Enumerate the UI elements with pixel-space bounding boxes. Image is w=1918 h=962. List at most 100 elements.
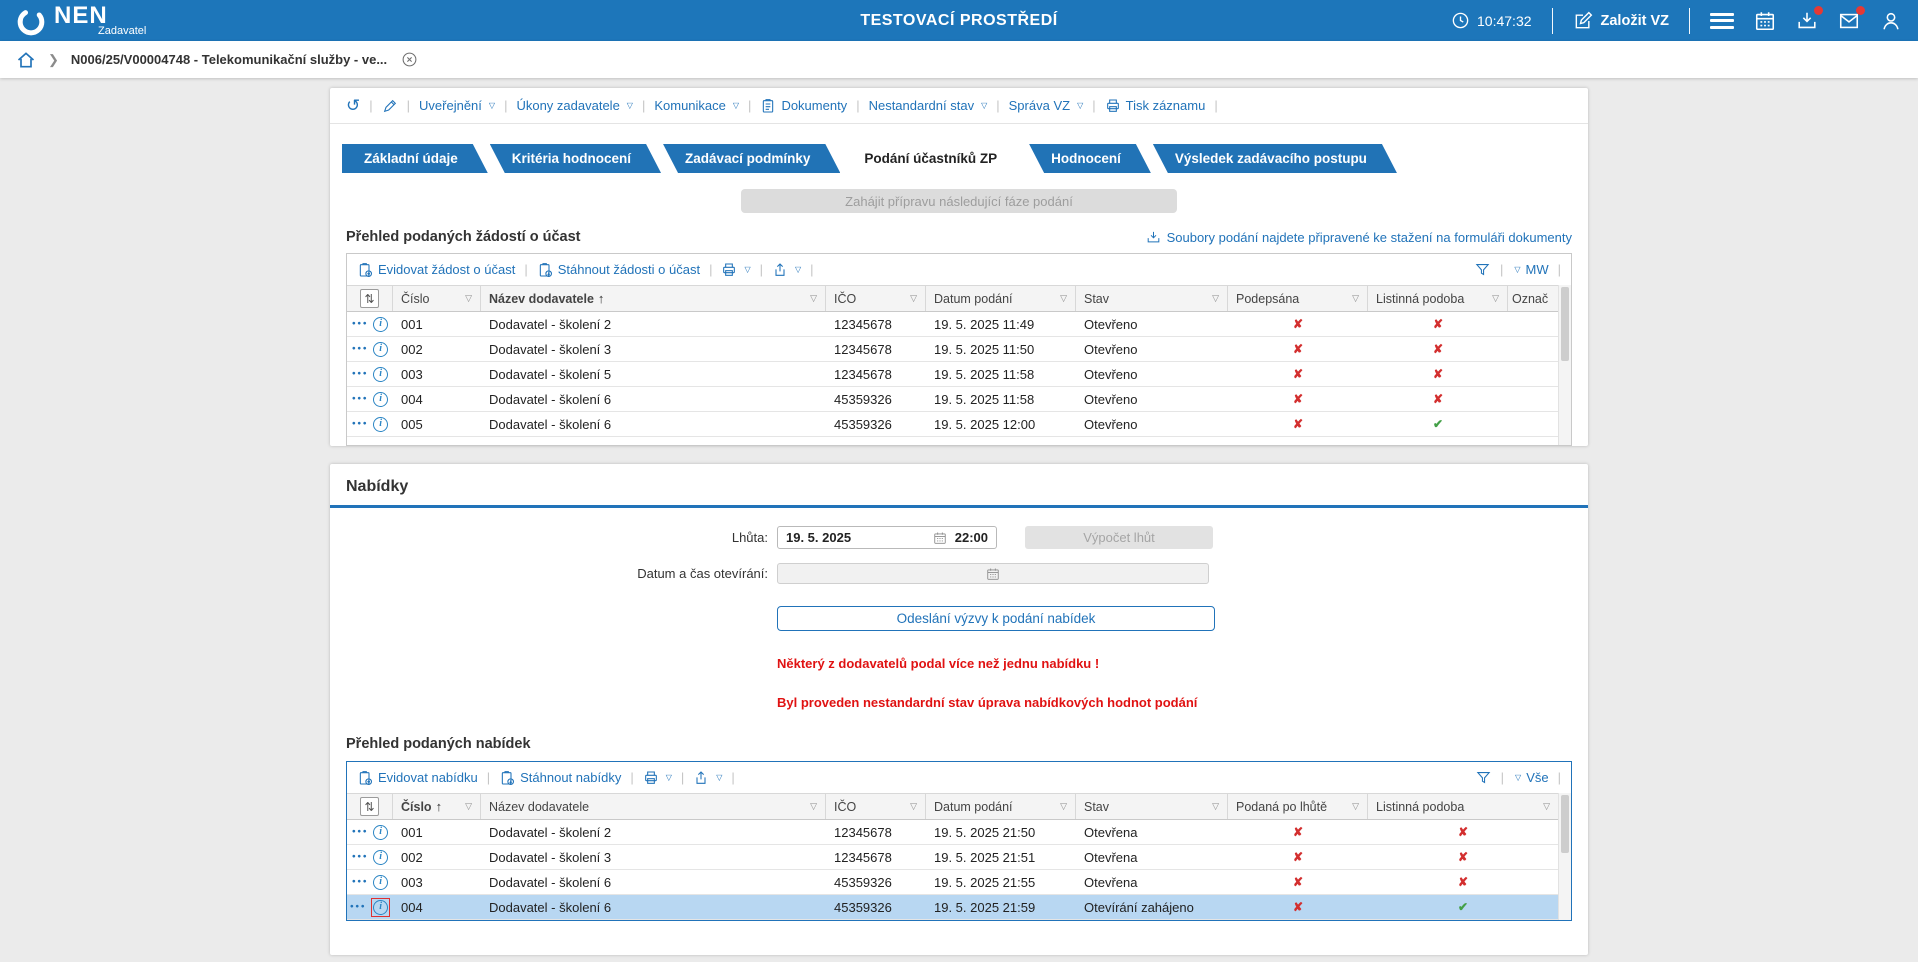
- vertical-scrollbar[interactable]: [1558, 285, 1571, 445]
- row-menu-icon[interactable]: ●●●: [351, 319, 369, 327]
- table-row[interactable]: ●●● i 002 Dodavatel - školení 3 12345678 19. …: [347, 845, 1558, 870]
- filter-triangle-icon[interactable]: ▽: [1492, 293, 1499, 303]
- info-icon[interactable]: i: [373, 391, 389, 407]
- header-cislo[interactable]: Číslo ↑ ▽: [393, 794, 481, 819]
- table-row[interactable]: ●●● i 002 Dodavatel - školení 3 12345678 19. …: [347, 337, 1558, 362]
- calendar-icon[interactable]: [986, 567, 1000, 581]
- header-ico[interactable]: IČO ▽: [826, 286, 926, 311]
- export-table-button[interactable]: ▽: [693, 770, 722, 786]
- table-row[interactable]: ●●● i 003 Dodavatel - školení 6 45359326 19. …: [347, 870, 1558, 895]
- header-stav[interactable]: Stav ▽: [1076, 286, 1228, 311]
- stahnout-zadosti-button[interactable]: Stáhnout žádosti o účast: [537, 262, 700, 278]
- filter-funnel-icon[interactable]: [1474, 261, 1491, 278]
- filter-scope-select[interactable]: ▽ MW: [1514, 262, 1549, 277]
- scrollbar-thumb[interactable]: [1561, 287, 1569, 361]
- row-menu-icon[interactable]: ●●●: [351, 394, 369, 402]
- header-nazev[interactable]: Název dodavatele ▽: [481, 794, 826, 819]
- row-menu-icon[interactable]: ●●●: [351, 419, 369, 427]
- tab-zadavaci-podminky[interactable]: Zadávací podmínky: [663, 144, 840, 173]
- info-icon[interactable]: i: [373, 824, 389, 840]
- header-datum[interactable]: Datum podání ▽: [926, 794, 1076, 819]
- filter-funnel-icon[interactable]: [1475, 769, 1492, 786]
- compute-deadlines-button[interactable]: Výpočet lhůt: [1025, 526, 1213, 549]
- evidovat-nabidku-button[interactable]: Evidovat nabídku: [357, 770, 478, 786]
- opening-datetime-input[interactable]: [777, 563, 1209, 584]
- app-logo[interactable]: NEN Zadavatel: [16, 4, 146, 37]
- tab-hodnoceni[interactable]: Hodnocení: [1029, 144, 1151, 173]
- tab-vysledek-zadavaciho-postupu[interactable]: Výsledek zadávacího postupu: [1153, 144, 1397, 173]
- user-icon[interactable]: [1880, 10, 1902, 32]
- filter-triangle-icon[interactable]: ▽: [1352, 293, 1359, 303]
- info-icon[interactable]: i: [373, 416, 389, 432]
- table-row[interactable]: ●●● i 004 Dodavatel - školení 6 45359326 19. …: [347, 387, 1558, 412]
- print-table-button[interactable]: ▽: [721, 262, 751, 278]
- tab-zakladni-udaje[interactable]: Základní údaje: [342, 144, 488, 173]
- messages-button[interactable]: [1838, 5, 1865, 32]
- header-oznaceni[interactable]: Označ: [1512, 291, 1549, 306]
- table-row[interactable]: ●●● i 001 Dodavatel - školení 2 12345678 19. …: [347, 312, 1558, 337]
- header-podana-po-lhute[interactable]: Podaná po lhůtě ▽: [1228, 794, 1368, 819]
- filter-triangle-icon[interactable]: ▽: [1543, 801, 1550, 811]
- info-icon[interactable]: i: [373, 874, 389, 890]
- info-icon[interactable]: i: [373, 316, 389, 332]
- filter-triangle-icon[interactable]: ▽: [810, 801, 817, 811]
- menu-dokumenty[interactable]: Dokumenty: [760, 98, 847, 114]
- filter-triangle-icon[interactable]: ▽: [910, 293, 917, 303]
- filter-scope-select[interactable]: ▽ Vše: [1515, 770, 1549, 785]
- filter-triangle-icon[interactable]: ▽: [1060, 293, 1067, 303]
- filter-triangle-icon[interactable]: ▽: [465, 293, 472, 303]
- row-menu-icon[interactable]: ●●●: [349, 902, 367, 910]
- export-table-button[interactable]: ▽: [772, 262, 801, 278]
- menu-nestandardni-stav[interactable]: Nestandardní stav ▽: [868, 98, 988, 113]
- menu-sprava-vz[interactable]: Správa VZ ▽: [1008, 98, 1084, 113]
- table-row[interactable]: ●●● i 005 Dodavatel - školení 6 45359326 19. …: [347, 412, 1558, 437]
- filter-triangle-icon[interactable]: ▽: [810, 293, 817, 303]
- menu-button[interactable]: [1710, 12, 1734, 29]
- filter-triangle-icon[interactable]: ▽: [1212, 801, 1219, 811]
- tab-kriteria-hodnoceni[interactable]: Kritéria hodnocení: [490, 144, 661, 173]
- submission-files-link[interactable]: Soubory podání najdete připravené ke sta…: [1146, 230, 1572, 245]
- column-chooser-icon[interactable]: ⇅: [360, 797, 379, 816]
- scrollbar-thumb[interactable]: [1561, 795, 1569, 854]
- header-ico[interactable]: IČO ▽: [826, 794, 926, 819]
- stahnout-nabidky-button[interactable]: Stáhnout nabídky: [499, 770, 621, 786]
- start-next-phase-button[interactable]: Zahájit přípravu následující fáze podání: [741, 189, 1177, 213]
- breadcrumb-item[interactable]: N006/25/V00004748 - Telekomunikační služ…: [70, 52, 388, 67]
- header-stav[interactable]: Stav ▽: [1076, 794, 1228, 819]
- info-icon[interactable]: i: [373, 849, 389, 865]
- row-menu-icon[interactable]: ●●●: [351, 877, 369, 885]
- calendar-icon[interactable]: [1754, 10, 1776, 32]
- filter-triangle-icon[interactable]: ▽: [1212, 293, 1219, 303]
- calendar-icon[interactable]: [933, 531, 947, 545]
- deadline-time-value[interactable]: 22:00: [954, 530, 988, 545]
- evidovat-zadost-button[interactable]: Evidovat žádost o účast: [357, 262, 515, 278]
- refresh-button[interactable]: ↺: [346, 96, 361, 115]
- home-icon[interactable]: [16, 50, 36, 70]
- filter-triangle-icon[interactable]: ▽: [1352, 801, 1359, 811]
- menu-uverejneni[interactable]: Uveřejnění ▽: [419, 98, 496, 113]
- vertical-scrollbar[interactable]: [1558, 793, 1571, 920]
- menu-ukony-zadavatele[interactable]: Úkony zadavatele ▽: [516, 98, 633, 113]
- table-row[interactable]: ●●● i 001 Dodavatel - školení 2 12345678 19. …: [347, 820, 1558, 845]
- header-podepsana[interactable]: Podepsána ▽: [1228, 286, 1368, 311]
- close-icon[interactable]: [401, 51, 418, 68]
- header-listinna[interactable]: Listinná podoba ▽: [1368, 286, 1508, 311]
- row-menu-icon[interactable]: ●●●: [351, 827, 369, 835]
- row-menu-icon[interactable]: ●●●: [351, 369, 369, 377]
- header-cislo[interactable]: Číslo ▽: [393, 286, 481, 311]
- deadline-input[interactable]: 19. 5. 2025 22:00: [777, 526, 997, 549]
- deadline-date-value[interactable]: 19. 5. 2025: [786, 530, 852, 545]
- table-row[interactable]: ●●● i 004 Dodavatel - školení 6 45359326 19. …: [347, 895, 1558, 920]
- filter-triangle-icon[interactable]: ▽: [910, 801, 917, 811]
- filter-triangle-icon[interactable]: ▽: [1060, 801, 1067, 811]
- row-menu-icon[interactable]: ●●●: [351, 344, 369, 352]
- edit-record-button[interactable]: [382, 98, 398, 114]
- tab-podani-ucastniku-zp[interactable]: Podání účastníků ZP: [842, 144, 1027, 173]
- send-call-for-offers-button[interactable]: Odeslání výzvy k podání nabídek: [777, 606, 1215, 631]
- header-datum[interactable]: Datum podání ▽: [926, 286, 1076, 311]
- create-vz-button[interactable]: Založit VZ: [1573, 11, 1669, 31]
- menu-komunikace[interactable]: Komunikace ▽: [654, 98, 740, 113]
- info-icon[interactable]: i: [373, 341, 389, 357]
- header-nazev[interactable]: Název dodavatele ↑ ▽: [481, 286, 826, 311]
- print-table-button[interactable]: ▽: [643, 770, 672, 786]
